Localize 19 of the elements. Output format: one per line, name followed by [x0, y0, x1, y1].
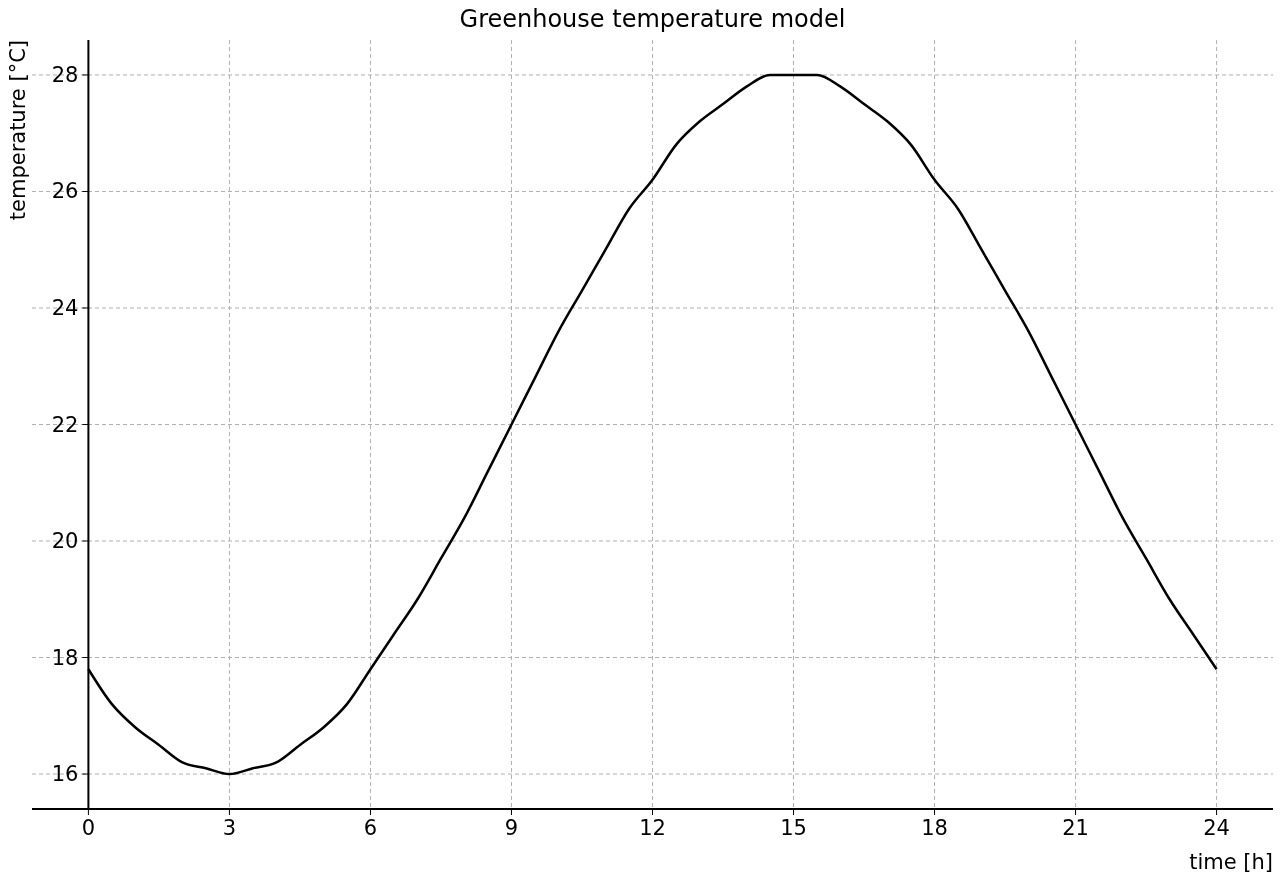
y-tick-label: 18	[51, 645, 79, 670]
y-tick-label: 20	[51, 529, 79, 554]
y-axis-title: temperature [°C]	[6, 40, 30, 221]
x-tick-label: 6	[363, 816, 378, 840]
x-axis-title: time [h]	[1189, 850, 1273, 874]
y-tick-label: 26	[51, 179, 79, 204]
x-tick-label: 12	[639, 816, 666, 840]
y-tick-label: 22	[51, 412, 79, 437]
x-tick-label: 9	[504, 816, 519, 840]
x-tick-label: 15	[780, 816, 807, 840]
y-tick-label: 28	[51, 62, 79, 87]
y-tick-label: 16	[51, 762, 79, 787]
y-tick-label: 24	[51, 295, 79, 320]
x-tick-label: 0	[81, 816, 96, 840]
x-tick-label: 21	[1062, 816, 1089, 840]
chart-title: Greenhouse temperature model	[459, 5, 846, 33]
x-tick-label: 18	[921, 816, 948, 840]
x-tick-label: 24	[1203, 816, 1230, 840]
x-tick-label: 3	[222, 816, 237, 840]
